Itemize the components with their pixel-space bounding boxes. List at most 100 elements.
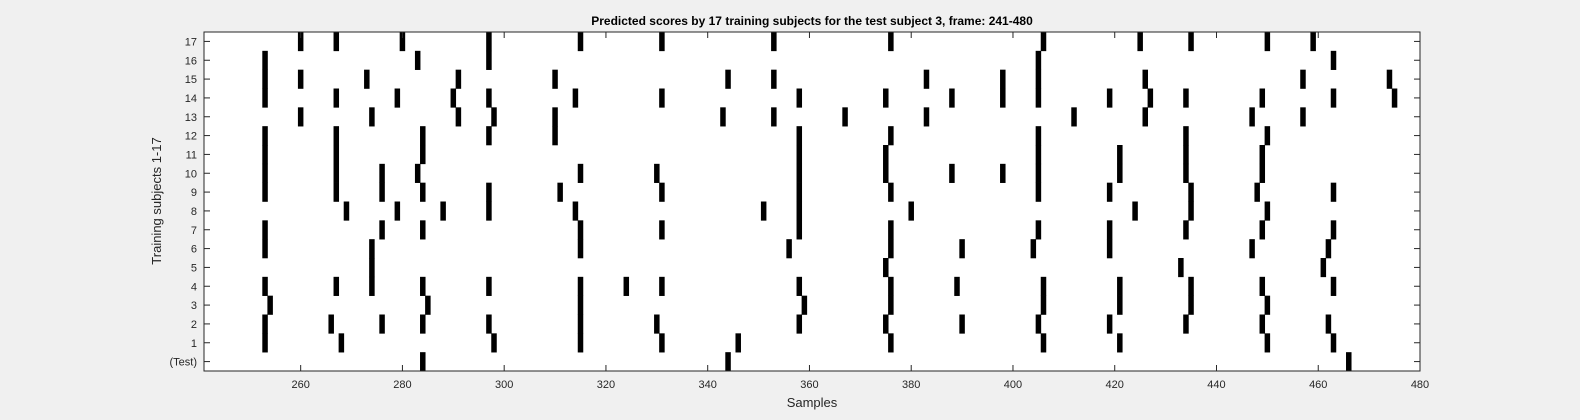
event-mark bbox=[440, 201, 446, 221]
event-mark bbox=[552, 107, 558, 127]
event-mark bbox=[262, 126, 268, 146]
event-mark bbox=[842, 107, 848, 127]
event-mark bbox=[796, 276, 803, 296]
y-tick-label: 14 bbox=[185, 93, 197, 105]
event-mark bbox=[420, 126, 426, 146]
event-mark bbox=[552, 126, 558, 146]
event-mark bbox=[1106, 220, 1113, 240]
y-tick-label: 12 bbox=[185, 131, 197, 143]
event-mark bbox=[552, 69, 558, 89]
event-mark bbox=[1132, 201, 1138, 221]
event-mark bbox=[420, 145, 426, 165]
event-mark bbox=[1259, 88, 1266, 108]
x-tick-label: 420 bbox=[1106, 379, 1124, 391]
event-mark bbox=[1142, 69, 1149, 89]
event-mark bbox=[262, 314, 268, 334]
event-mark bbox=[1106, 88, 1113, 108]
event-mark bbox=[888, 126, 894, 146]
y-tick-label: 17 bbox=[185, 36, 197, 48]
event-mark bbox=[1071, 107, 1077, 127]
event-mark bbox=[1137, 32, 1143, 52]
event-mark bbox=[379, 163, 385, 183]
event-mark bbox=[1117, 276, 1123, 296]
event-mark bbox=[333, 163, 340, 183]
event-mark bbox=[369, 276, 375, 296]
event-mark bbox=[394, 201, 401, 221]
event-mark bbox=[577, 220, 584, 240]
event-mark bbox=[1188, 295, 1194, 315]
event-mark bbox=[486, 32, 492, 52]
event-mark bbox=[1264, 295, 1271, 315]
event-mark bbox=[1330, 276, 1337, 296]
event-mark bbox=[414, 163, 421, 183]
event-mark bbox=[1320, 258, 1327, 278]
event-mark bbox=[1117, 145, 1123, 165]
event-mark bbox=[1259, 163, 1266, 183]
event-mark bbox=[1386, 69, 1393, 89]
event-mark bbox=[379, 220, 385, 240]
event-mark bbox=[486, 88, 492, 108]
event-mark bbox=[796, 88, 803, 108]
event-mark bbox=[267, 295, 273, 315]
event-mark bbox=[572, 88, 579, 108]
event-mark bbox=[1259, 145, 1266, 165]
event-mark bbox=[455, 69, 462, 89]
event-mark bbox=[328, 314, 334, 334]
event-mark bbox=[1040, 276, 1047, 296]
event-mark bbox=[888, 333, 894, 353]
event-mark bbox=[949, 163, 955, 183]
event-mark bbox=[883, 88, 889, 108]
event-mark bbox=[771, 32, 777, 52]
event-mark bbox=[959, 314, 965, 334]
event-mark bbox=[1300, 69, 1306, 89]
event-mark bbox=[883, 145, 889, 165]
event-mark bbox=[1183, 126, 1189, 146]
event-mark bbox=[577, 314, 584, 334]
event-mark bbox=[1183, 220, 1189, 240]
event-mark bbox=[577, 239, 584, 259]
event-mark bbox=[1035, 145, 1042, 165]
event-mark bbox=[659, 333, 665, 353]
event-mark bbox=[1178, 258, 1184, 278]
event-mark bbox=[1183, 163, 1189, 183]
event-mark bbox=[796, 201, 803, 221]
event-mark bbox=[1040, 333, 1047, 353]
event-mark bbox=[1330, 333, 1337, 353]
event-mark bbox=[577, 276, 584, 296]
event-mark bbox=[262, 163, 268, 183]
x-tick-label: 380 bbox=[902, 379, 920, 391]
event-mark bbox=[420, 276, 426, 296]
event-mark bbox=[1254, 182, 1260, 202]
event-mark bbox=[262, 220, 268, 240]
event-mark bbox=[420, 314, 426, 334]
event-mark bbox=[1147, 88, 1154, 108]
event-mark bbox=[1264, 201, 1271, 221]
event-mark bbox=[1040, 295, 1047, 315]
y-tick-label: 6 bbox=[191, 244, 197, 256]
event-mark bbox=[577, 32, 584, 52]
event-mark bbox=[369, 107, 375, 127]
event-mark bbox=[1264, 333, 1271, 353]
event-mark bbox=[771, 69, 777, 89]
y-tick-label: 3 bbox=[191, 300, 197, 312]
event-mark bbox=[297, 32, 304, 52]
event-mark bbox=[1325, 314, 1332, 334]
event-mark bbox=[1310, 32, 1316, 52]
event-mark bbox=[954, 276, 960, 296]
y-tick-label: 1 bbox=[191, 338, 197, 350]
event-mark bbox=[333, 182, 340, 202]
event-mark bbox=[1117, 333, 1123, 353]
event-mark bbox=[1330, 182, 1337, 202]
event-mark bbox=[888, 220, 894, 240]
event-mark bbox=[623, 276, 630, 296]
event-mark bbox=[1035, 69, 1042, 89]
event-mark bbox=[262, 69, 268, 89]
event-mark bbox=[1249, 239, 1255, 259]
event-mark bbox=[333, 126, 340, 146]
event-mark bbox=[297, 69, 304, 89]
event-mark bbox=[1188, 201, 1194, 221]
event-mark bbox=[796, 314, 803, 334]
event-mark bbox=[1040, 32, 1047, 52]
event-mark bbox=[801, 295, 808, 315]
